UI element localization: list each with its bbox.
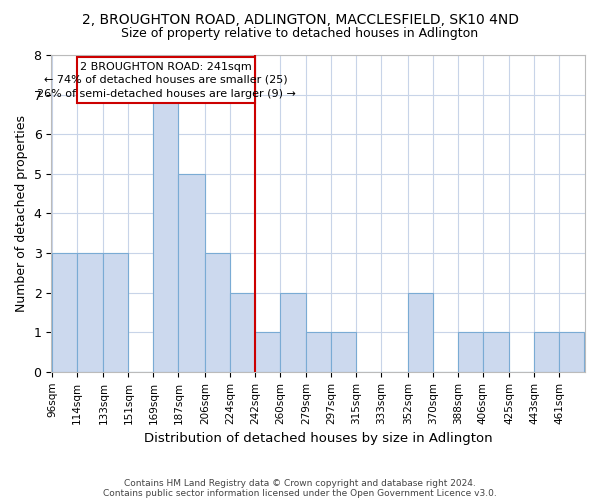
Text: 2, BROUGHTON ROAD, ADLINGTON, MACCLESFIELD, SK10 4ND: 2, BROUGHTON ROAD, ADLINGTON, MACCLESFIE… (82, 12, 518, 26)
Text: 26% of semi-detached houses are larger (9) →: 26% of semi-detached houses are larger (… (37, 90, 295, 100)
Bar (77, 57, 255, 104)
Bar (154, 94, 178, 372)
Bar (534, 332, 559, 372)
Bar (77, 253, 103, 372)
Bar (307, 332, 331, 372)
Text: Contains HM Land Registry data © Crown copyright and database right 2024.: Contains HM Land Registry data © Crown c… (124, 478, 476, 488)
Text: ← 74% of detached houses are smaller (25): ← 74% of detached houses are smaller (25… (44, 74, 288, 85)
Bar (559, 332, 584, 372)
Bar (255, 332, 280, 372)
Bar (230, 292, 255, 372)
Text: Contains public sector information licensed under the Open Government Licence v3: Contains public sector information licen… (103, 488, 497, 498)
Bar (331, 332, 356, 372)
Y-axis label: Number of detached properties: Number of detached properties (15, 115, 28, 312)
Text: 2 BROUGHTON ROAD: 241sqm: 2 BROUGHTON ROAD: 241sqm (80, 62, 252, 72)
Text: Size of property relative to detached houses in Adlington: Size of property relative to detached ho… (121, 28, 479, 40)
Bar (280, 292, 307, 372)
Bar (103, 253, 128, 372)
Bar (408, 292, 433, 372)
Bar (178, 174, 205, 372)
Bar (52, 253, 77, 372)
X-axis label: Distribution of detached houses by size in Adlington: Distribution of detached houses by size … (144, 432, 493, 445)
Bar (205, 253, 230, 372)
Bar (458, 332, 483, 372)
Bar (483, 332, 509, 372)
